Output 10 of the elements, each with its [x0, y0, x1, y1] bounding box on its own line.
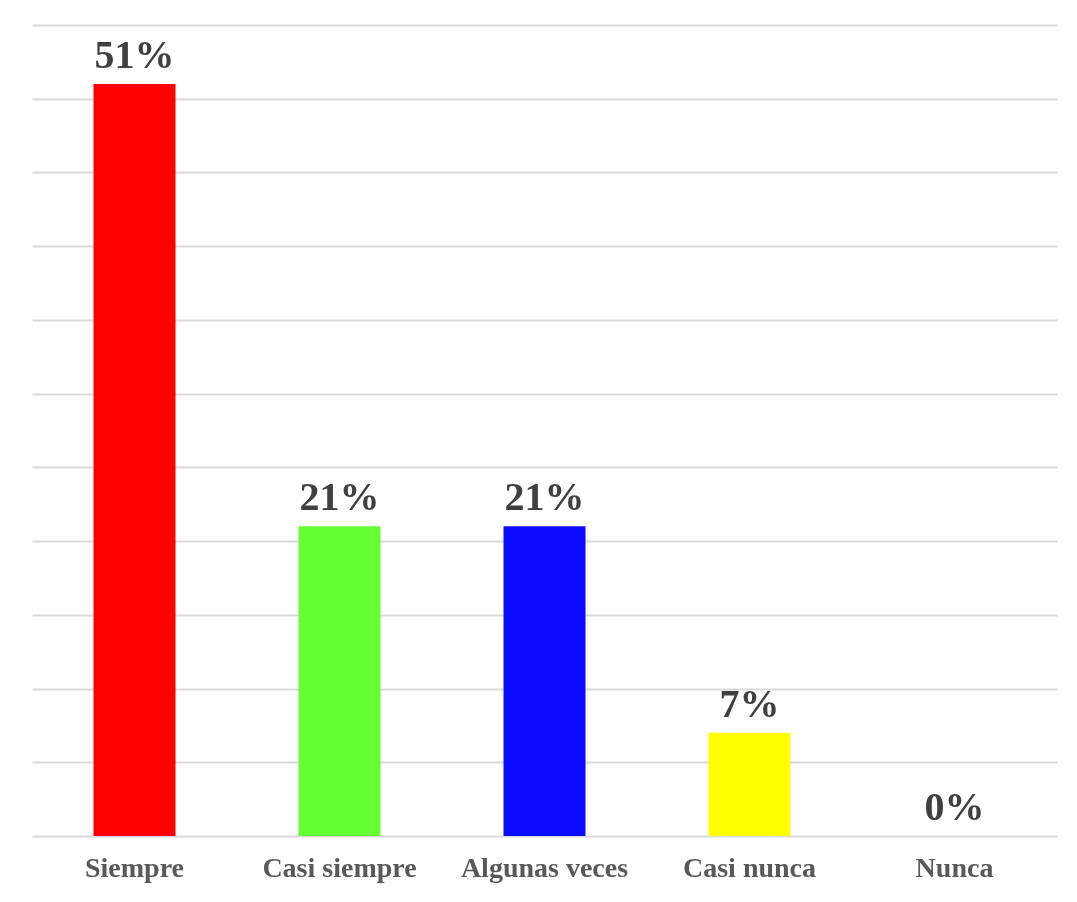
data-label: 7% — [719, 680, 780, 726]
x-tick-label: Algunas veces — [460, 851, 629, 883]
x-tick-label: Nunca — [915, 851, 994, 883]
x-tick-label: Casi nunca — [682, 851, 817, 883]
x-tick-label: Siempre — [84, 851, 185, 883]
data-label: 21% — [299, 474, 380, 520]
data-label: 51% — [94, 31, 175, 77]
data-label: 0% — [924, 784, 985, 829]
data-label: 21% — [504, 474, 585, 520]
x-tick-label: Casi siempre — [262, 851, 417, 883]
